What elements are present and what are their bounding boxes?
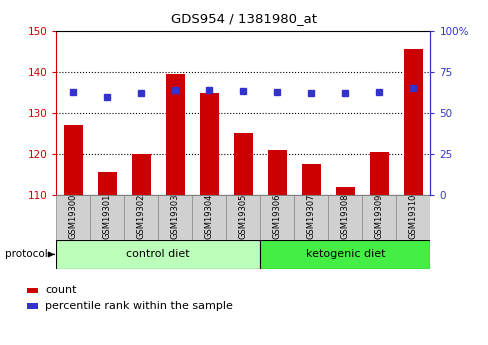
Bar: [98, 172, 116, 195]
Text: GSM19300: GSM19300: [69, 194, 78, 239]
Bar: [132, 154, 150, 195]
Text: control diet: control diet: [126, 249, 190, 259]
Bar: [260, 240, 429, 269]
Bar: [395, 195, 429, 240]
Text: ketogenic diet: ketogenic diet: [305, 249, 384, 259]
Bar: [362, 195, 395, 240]
Bar: [267, 150, 286, 195]
Bar: [27, 288, 38, 293]
Bar: [158, 195, 192, 240]
Bar: [327, 195, 362, 240]
Text: GSM19301: GSM19301: [102, 194, 112, 239]
Bar: [27, 303, 38, 309]
Bar: [226, 195, 260, 240]
Bar: [335, 187, 354, 195]
Bar: [260, 195, 294, 240]
Text: GSM19308: GSM19308: [340, 194, 349, 239]
Text: GSM19307: GSM19307: [306, 194, 315, 239]
Bar: [200, 92, 218, 195]
Bar: [124, 195, 158, 240]
Bar: [56, 240, 260, 269]
Bar: [64, 125, 82, 195]
Bar: [403, 49, 422, 195]
Bar: [192, 195, 226, 240]
Bar: [294, 195, 327, 240]
Bar: [56, 195, 90, 240]
Text: GSM19309: GSM19309: [374, 194, 383, 239]
Text: GDS954 / 1381980_at: GDS954 / 1381980_at: [171, 12, 317, 25]
Text: GSM19310: GSM19310: [408, 194, 417, 239]
Bar: [369, 152, 388, 195]
Text: GSM19302: GSM19302: [137, 194, 145, 239]
Text: GSM19304: GSM19304: [204, 194, 213, 239]
Text: protocol: protocol: [5, 249, 47, 259]
Text: percentile rank within the sample: percentile rank within the sample: [45, 301, 232, 311]
Bar: [165, 74, 184, 195]
Bar: [90, 195, 124, 240]
Text: GSM19306: GSM19306: [272, 194, 281, 239]
Text: count: count: [45, 286, 76, 295]
Text: GSM19305: GSM19305: [238, 194, 247, 239]
Bar: [301, 164, 320, 195]
Text: GSM19303: GSM19303: [170, 194, 180, 239]
Bar: [233, 134, 252, 195]
